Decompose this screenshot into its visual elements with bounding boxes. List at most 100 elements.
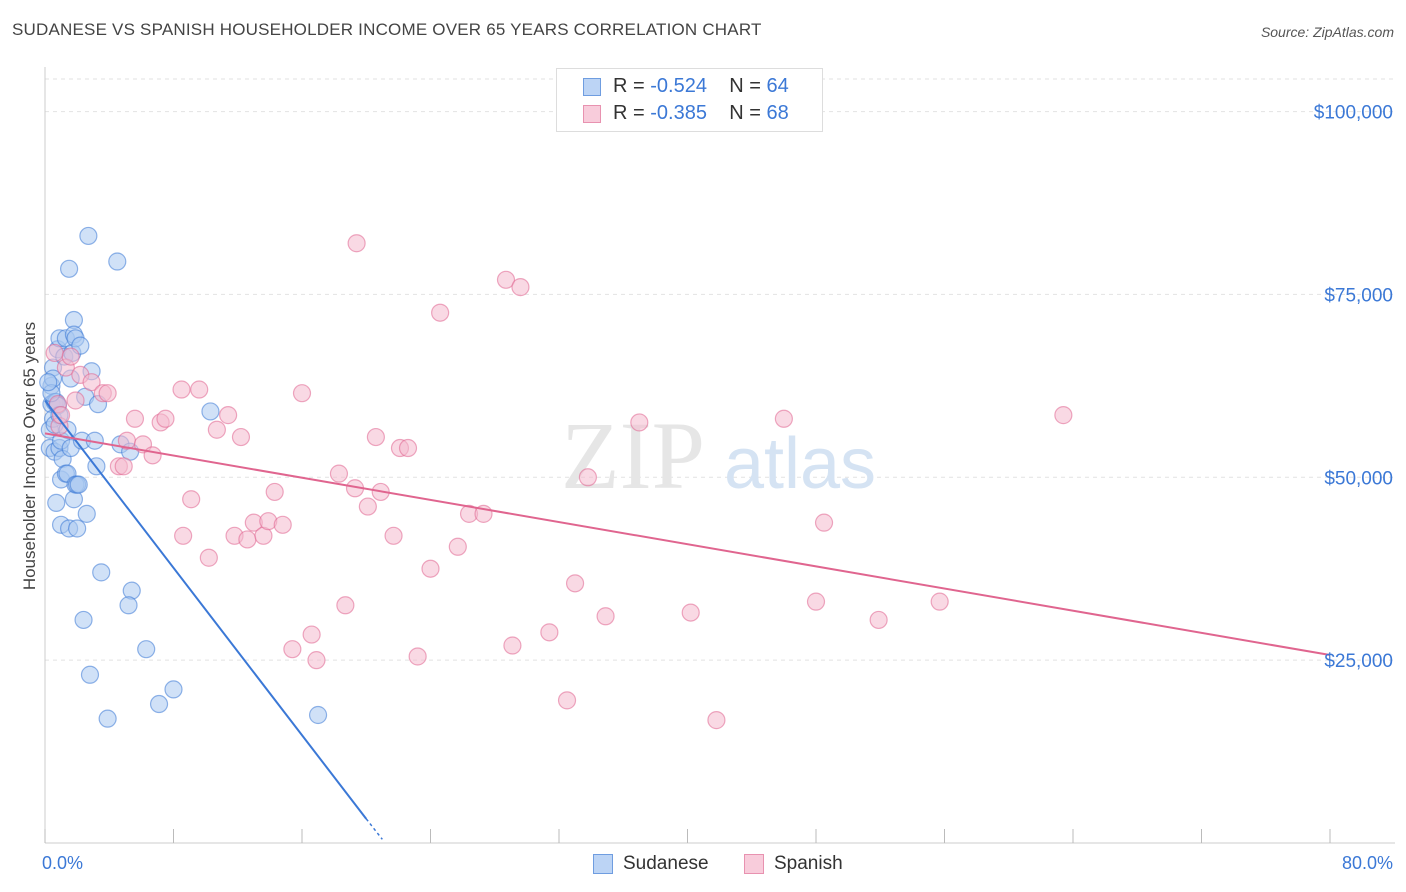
spanish-point	[707, 711, 726, 730]
spanish-point	[347, 234, 366, 253]
spanish-point	[774, 409, 793, 428]
sudanese-swatch	[583, 78, 601, 96]
spanish-point	[930, 592, 949, 611]
n-value-spanish: 68	[766, 102, 789, 124]
spanish-point	[231, 427, 251, 447]
sudanese-point	[164, 680, 183, 699]
sudanese-trend-extension	[365, 818, 383, 840]
correlation-legend: R = -0.524 N = 64 R = -0.385 N = 68	[556, 68, 823, 132]
spanish-point	[557, 691, 577, 710]
r-label: R =	[613, 75, 651, 97]
sudanese-point	[77, 504, 96, 523]
spanish-point	[207, 420, 226, 439]
sudanese-point	[92, 563, 111, 582]
sudanese-trend-line	[44, 399, 368, 820]
sudanese-point	[137, 640, 156, 659]
spanish-point	[814, 513, 834, 532]
spanish-point	[329, 464, 349, 483]
spanish-point	[496, 270, 516, 289]
spanish-point	[238, 530, 257, 549]
spanish-point	[172, 380, 191, 399]
sudanese-point	[119, 596, 138, 615]
series-legend: Sudanese Spanish	[0, 852, 1406, 878]
spanish-point	[199, 548, 218, 567]
y-tick-label: $100,000	[1314, 103, 1393, 124]
spanish-point	[565, 574, 585, 593]
chart-title: SUDANESE VS SPANISH HOUSEHOLDER INCOME O…	[12, 20, 762, 39]
spanish-point	[366, 427, 385, 447]
n-value-sudanese: 64	[766, 75, 789, 97]
chart-source: Source: ZipAtlas.com	[1260, 24, 1394, 40]
sudanese-point	[59, 259, 79, 278]
sudanese-point	[69, 475, 88, 494]
spanish-point	[511, 278, 530, 297]
x-tick-label: 80.0%	[1342, 853, 1393, 873]
spanish-point	[307, 651, 326, 670]
spanish-point	[143, 446, 162, 465]
spanish-point	[448, 537, 467, 556]
r-value-sudanese: -0.524	[650, 75, 707, 97]
spanish-point	[1054, 406, 1073, 425]
spanish-point	[630, 413, 649, 432]
spanish-point	[578, 468, 598, 487]
spanish-point	[156, 409, 175, 428]
spanish-point	[358, 497, 377, 516]
sudanese-point	[68, 519, 87, 538]
sudanese-point	[79, 226, 98, 246]
r-value-spanish: -0.385	[650, 102, 707, 124]
spanish-point	[596, 607, 615, 626]
spanish-point	[190, 380, 209, 399]
legend-label-spanish: Spanish	[774, 853, 843, 874]
spanish-point	[503, 636, 522, 655]
spanish-point	[51, 406, 71, 425]
gridlines	[45, 78, 1395, 661]
data-points	[39, 226, 1073, 730]
spanish-point	[869, 610, 888, 630]
spanish-point	[283, 640, 302, 659]
spanish-point	[408, 647, 427, 666]
spanish-point	[806, 592, 826, 611]
sudanese-point	[122, 581, 141, 600]
sudanese-point	[80, 665, 100, 684]
spanish-point	[45, 343, 64, 363]
legend-label-sudanese: Sudanese	[623, 853, 709, 874]
spanish-point	[98, 384, 117, 403]
spanish-point	[125, 409, 145, 428]
y-tick-label: $50,000	[1324, 468, 1393, 489]
sudanese-point	[201, 402, 220, 421]
sudanese-point	[308, 705, 328, 725]
watermark-atlas: atlas	[724, 424, 876, 504]
sudanese-point	[39, 373, 58, 392]
spanish-swatch	[583, 105, 601, 123]
sudanese-point	[108, 252, 127, 271]
spanish-point	[174, 526, 193, 545]
sudanese-point	[47, 493, 66, 512]
n-label: N =	[729, 102, 767, 124]
spanish-point	[219, 406, 238, 425]
spanish-point	[273, 515, 292, 534]
spanish-point	[66, 391, 85, 410]
trend-lines	[44, 399, 1331, 840]
sudanese-point	[98, 709, 117, 728]
spanish-point	[61, 347, 80, 366]
sudanese-point	[74, 610, 93, 630]
spanish-point	[114, 457, 133, 476]
spanish-point	[421, 559, 440, 578]
spanish-point	[431, 303, 450, 322]
spanish-point	[302, 625, 321, 644]
spanish-swatch	[744, 854, 764, 874]
spanish-point	[384, 526, 403, 545]
sudanese-point	[149, 694, 169, 714]
spanish-point	[265, 482, 284, 502]
watermark: ZIP atlas	[561, 402, 876, 509]
spanish-point	[398, 438, 418, 458]
spanish-point	[82, 373, 101, 392]
n-label: N =	[729, 75, 767, 97]
y-tick-label: $25,000	[1324, 651, 1393, 672]
spanish-point	[681, 603, 700, 622]
y-axis-title: Householder Income Over 65 years	[20, 321, 39, 591]
sudanese-swatch	[593, 854, 613, 874]
spanish-point	[182, 490, 201, 509]
spanish-point	[292, 384, 312, 403]
